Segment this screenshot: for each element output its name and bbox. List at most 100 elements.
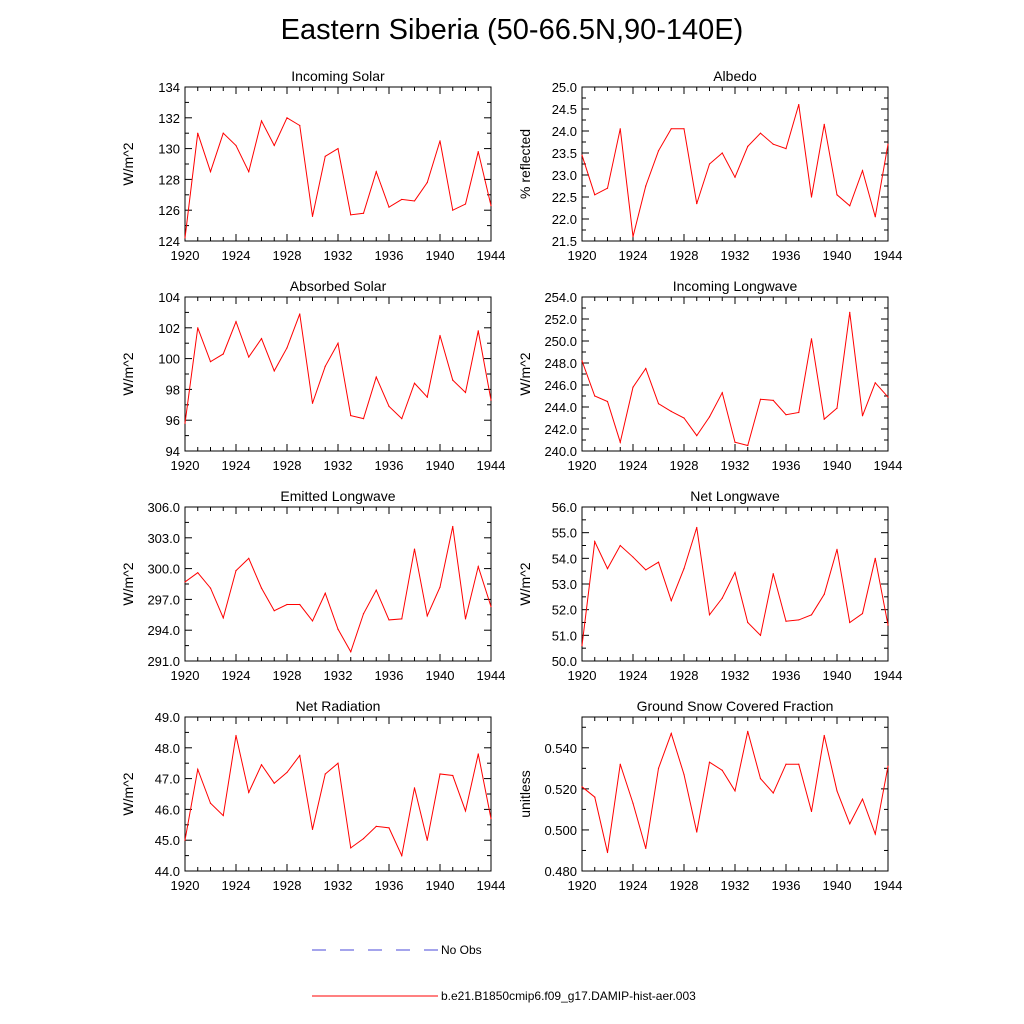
y-tick-label: 0.540 [544, 741, 577, 756]
data-point [464, 203, 467, 205]
y-axis-label: W/m^2 [120, 772, 136, 815]
panel-title: Emitted Longwave [280, 488, 395, 504]
x-tick-label: 1932 [721, 878, 750, 893]
data-point [337, 342, 339, 344]
x-tick-label: 1940 [823, 458, 852, 473]
data-point [273, 782, 275, 784]
data-point [594, 395, 596, 397]
data-point [439, 773, 441, 775]
data-point [708, 416, 711, 418]
plot-frame [581, 86, 889, 242]
y-tick-label: 248.0 [544, 356, 577, 371]
data-point [823, 123, 825, 125]
x-tick-label: 1932 [721, 668, 750, 683]
y-axis-label: W/m^2 [120, 142, 136, 185]
y-tick-label: 132 [158, 111, 180, 126]
data-point [887, 765, 889, 767]
data-point [184, 839, 186, 841]
data-point [452, 525, 454, 528]
data-point [452, 379, 454, 381]
data-point [439, 586, 441, 588]
data-point [401, 618, 403, 620]
data-point [388, 619, 390, 621]
data-point [670, 128, 672, 130]
data-point [324, 773, 326, 775]
data-point [375, 171, 377, 173]
panel-4: Incoming Longwave W/m^2 1920 1924 1928 1932 19… [517, 278, 902, 473]
y-tick-label: 0.500 [544, 823, 577, 838]
panel-title: Net Longwave [690, 488, 780, 504]
y-tick-label: 22.0 [552, 212, 577, 227]
data-point [594, 541, 596, 543]
data-point [632, 236, 634, 238]
y-axis-label: W/m^2 [517, 352, 533, 395]
y-axis-label: unitless [517, 770, 533, 817]
x-tick-label: 1932 [721, 248, 750, 263]
series-line [184, 313, 492, 424]
data-point [606, 851, 609, 854]
data-point [798, 763, 800, 765]
y-tick-label: 53.0 [552, 577, 577, 592]
x-tick-label: 1940 [426, 458, 455, 473]
data-point [362, 418, 365, 420]
series-line [184, 735, 492, 858]
data-point [235, 734, 237, 737]
data-point [273, 370, 275, 372]
series-line [581, 527, 889, 646]
x-tick-label: 1936 [375, 878, 404, 893]
data-point [260, 587, 263, 589]
data-point [810, 196, 813, 198]
panel-title: Albedo [713, 68, 757, 84]
data-point [464, 618, 467, 620]
series-line [184, 526, 492, 653]
data-point [606, 187, 609, 189]
panel-title: Net Radiation [296, 698, 381, 714]
x-tick-label: 1928 [273, 878, 302, 893]
plot-frame [581, 506, 889, 662]
data-point [286, 771, 288, 774]
x-tick-label: 1940 [823, 668, 852, 683]
data-point [286, 603, 288, 606]
data-point [209, 171, 212, 173]
x-tick-label: 1932 [721, 458, 750, 473]
data-point [874, 382, 876, 384]
y-tick-label: 297.0 [147, 592, 180, 607]
data-point [772, 792, 774, 794]
data-point [696, 831, 698, 833]
data-point [874, 557, 876, 559]
data-point [184, 237, 186, 239]
data-point [260, 120, 263, 122]
data-point [734, 790, 736, 792]
y-tick-label: 294.0 [147, 623, 180, 638]
data-point [708, 614, 711, 616]
data-point [581, 645, 583, 647]
data-point [747, 730, 749, 732]
data-point [248, 557, 250, 559]
y-tick-label: 246.0 [544, 378, 577, 393]
data-point [683, 128, 685, 130]
y-tick-label: 49.0 [155, 710, 180, 725]
data-point [734, 176, 736, 178]
data-point [861, 612, 864, 615]
data-point [747, 444, 749, 447]
data-point [683, 417, 685, 419]
data-point [645, 847, 647, 850]
data-point [184, 422, 186, 424]
data-point [413, 548, 416, 550]
y-tick-label: 242.0 [544, 422, 577, 437]
data-point [734, 571, 736, 574]
data-point [836, 194, 838, 196]
data-point [721, 152, 723, 154]
panel-8: Ground Snow Covered Fraction unitless 1920… [517, 698, 902, 893]
data-point [619, 763, 621, 765]
data-point [286, 347, 288, 349]
data-point [772, 399, 774, 401]
panel-title: Absorbed Solar [290, 278, 387, 294]
y-tick-label: 0.480 [544, 864, 577, 879]
data-point [311, 828, 314, 831]
x-tick-label: 1924 [619, 248, 648, 263]
y-tick-label: 21.5 [552, 234, 577, 249]
y-tick-label: 47.0 [155, 772, 180, 787]
data-point [632, 556, 634, 558]
data-point [222, 814, 224, 817]
